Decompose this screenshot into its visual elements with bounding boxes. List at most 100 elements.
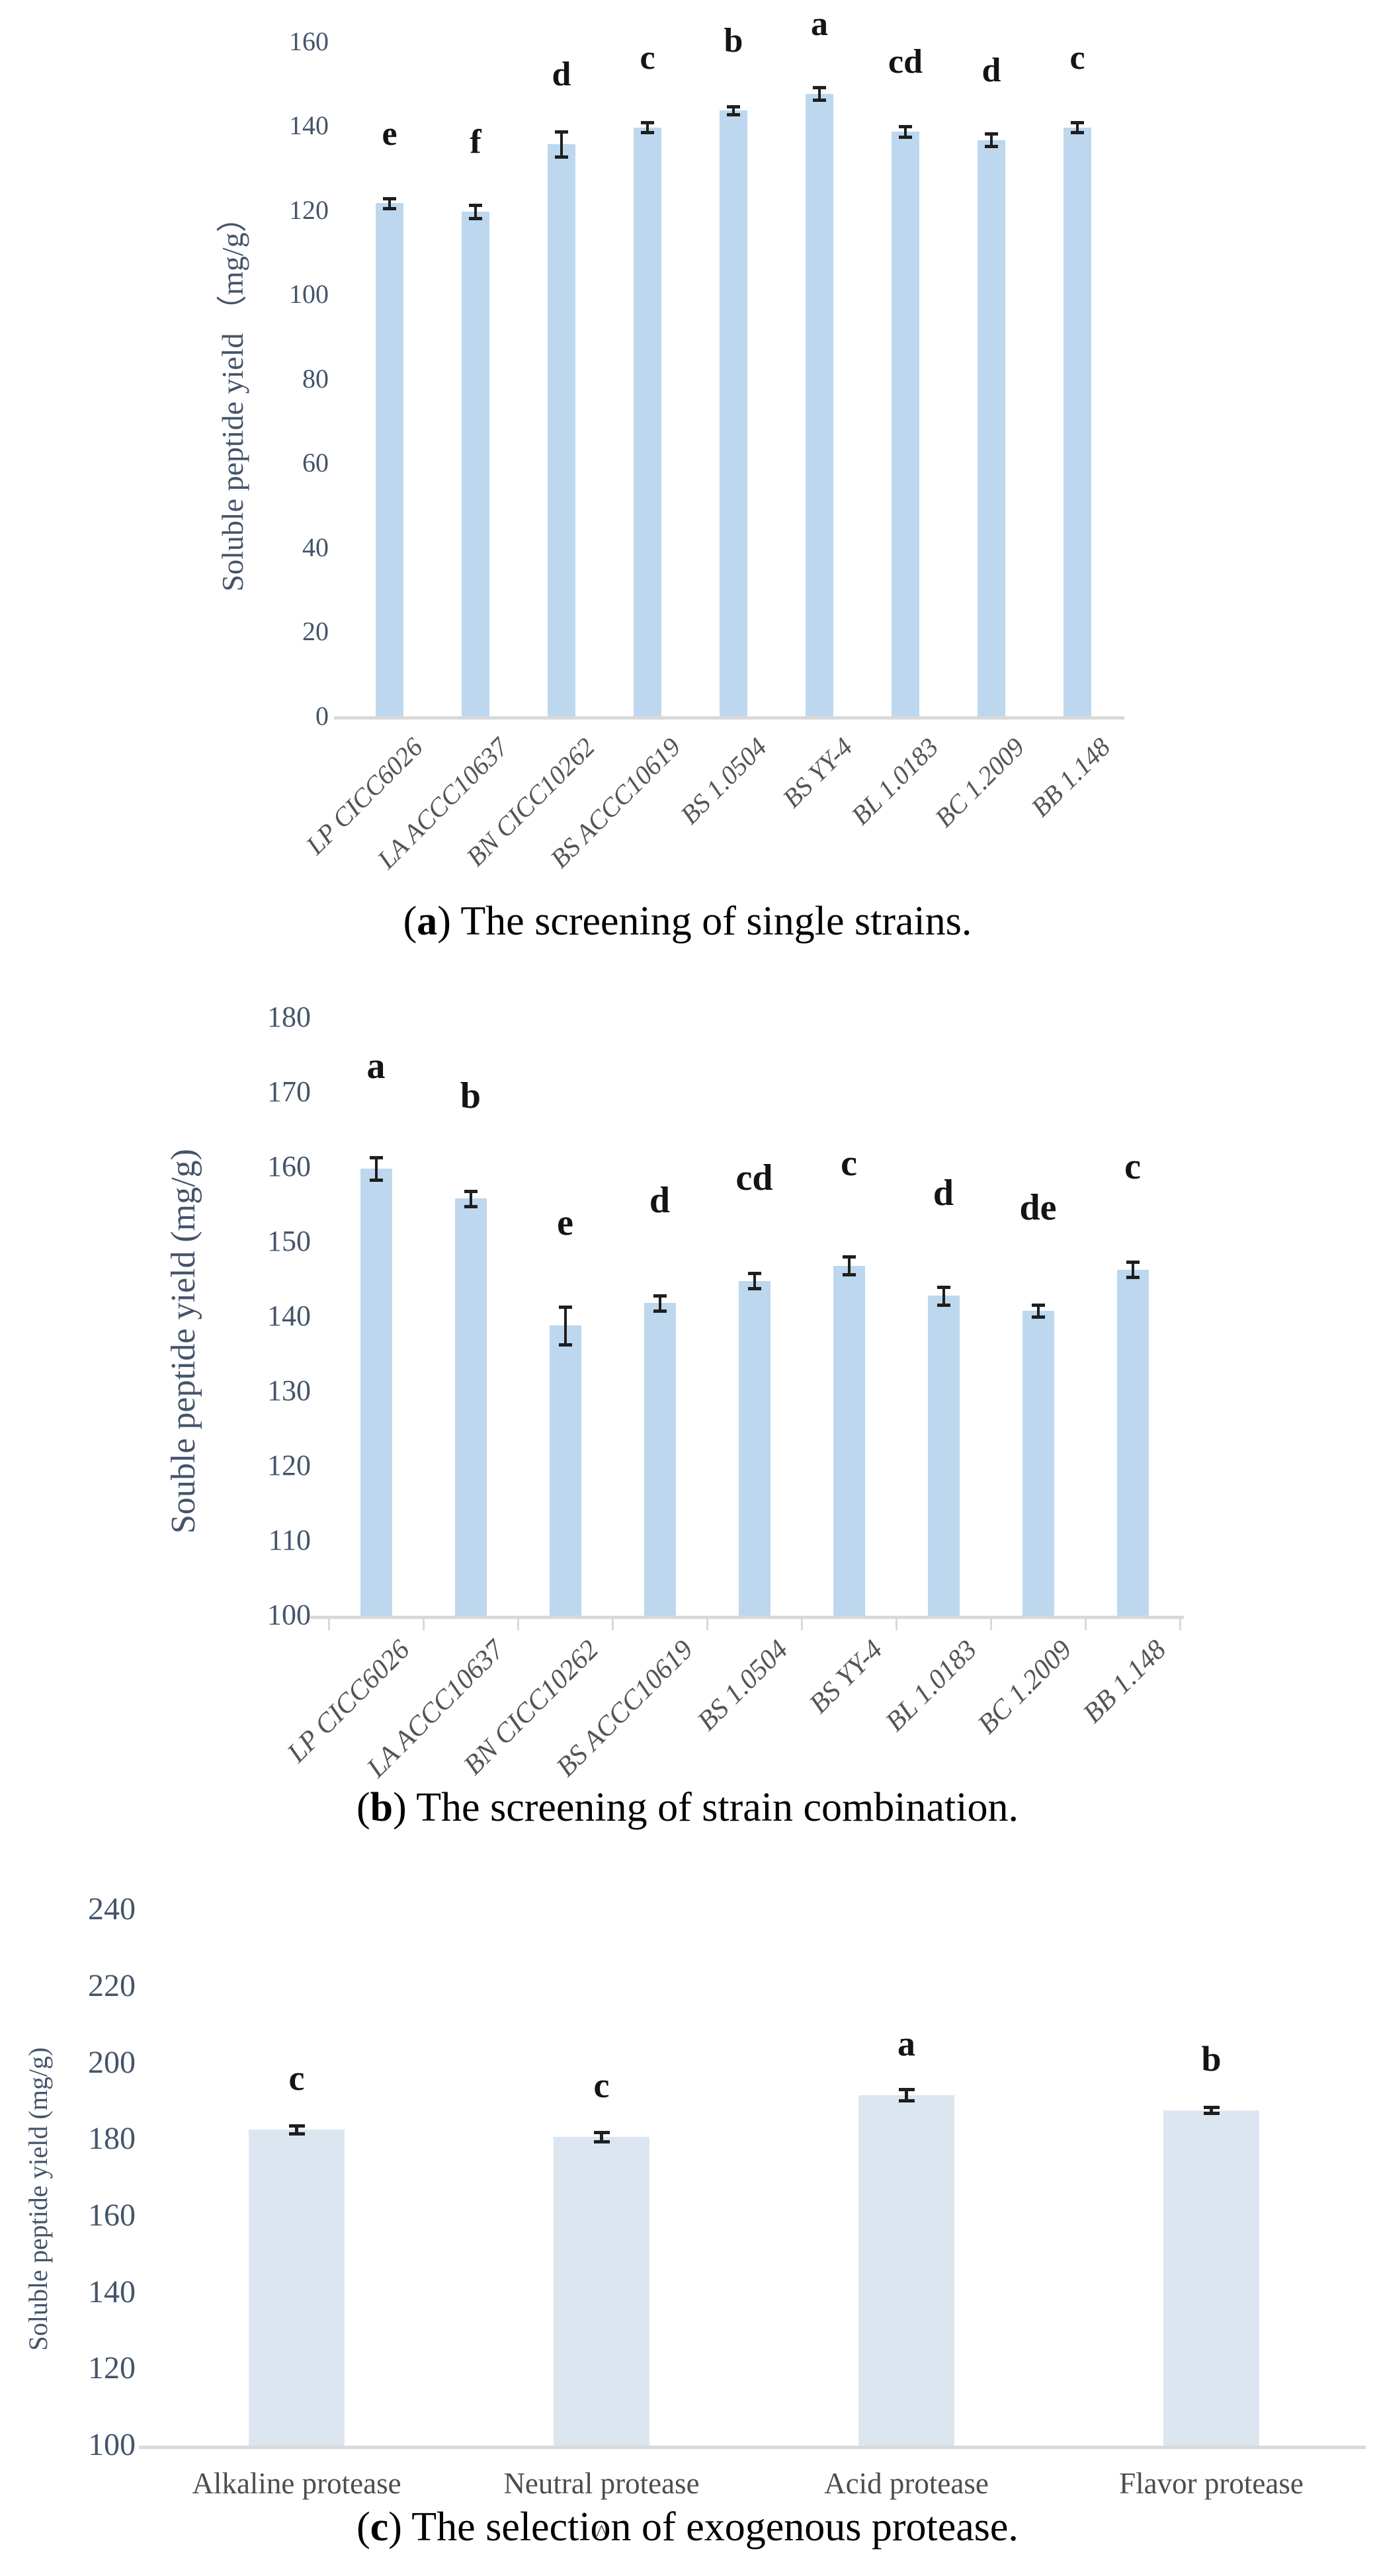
- y-axis-title: Soluble peptide yield (mg/g): [23, 2047, 53, 2351]
- error-bar-bottom-cap: [727, 113, 740, 117]
- y-tick-label: 40: [302, 532, 329, 562]
- y-tick-label: 140: [88, 2274, 136, 2309]
- y-tick-label: 240: [88, 1891, 136, 1927]
- error-bar: [905, 2089, 908, 2101]
- error-bar: [990, 134, 993, 147]
- bar: [978, 140, 1005, 718]
- x-tick-label: LP CICC6026: [300, 731, 429, 860]
- error-bar-top-cap: [369, 1156, 383, 1160]
- bar: [892, 131, 919, 718]
- caption-paren: ): [437, 899, 461, 944]
- error-bar: [388, 198, 391, 208]
- error-bar: [295, 2126, 298, 2134]
- x-tick-label: LA ACCC10637: [360, 1634, 511, 1784]
- significance-letter: d: [552, 56, 571, 94]
- y-axis-title: Soluble peptide yield （mg/g）: [216, 202, 249, 592]
- significance-letter: c: [288, 2057, 305, 2098]
- error-bar-bottom-cap: [383, 206, 396, 210]
- x-tick-label: BC 1.2009: [929, 731, 1030, 833]
- bar: [454, 1198, 487, 1617]
- significance-letter: a: [811, 5, 828, 43]
- error-bar-bottom-cap: [288, 2132, 305, 2136]
- y-tick-label: 20: [302, 616, 329, 647]
- bar: [720, 110, 747, 718]
- caption-paren: (: [403, 899, 417, 944]
- x-tick-label: Flavor protease: [1119, 2467, 1304, 2500]
- y-tick-label: 110: [268, 1524, 311, 1557]
- bar: [548, 144, 575, 718]
- error-bar: [818, 87, 821, 101]
- error-bar: [646, 122, 649, 133]
- x-axis-line: [334, 716, 1124, 720]
- significance-letter: e: [557, 1202, 573, 1243]
- y-tick-label: 60: [302, 448, 329, 478]
- error-bar: [600, 2132, 603, 2142]
- significance-letter: c: [640, 38, 655, 77]
- y-tick-label: 180: [267, 1001, 311, 1034]
- error-bar: [732, 106, 735, 115]
- error-bar-top-cap: [288, 2124, 305, 2128]
- error-bar: [1210, 2107, 1213, 2114]
- x-tick-label: BB 1.148: [1025, 731, 1116, 823]
- error-bar: [1131, 1262, 1134, 1277]
- y-tick-label: 120: [289, 194, 329, 225]
- y-tick-label: 160: [88, 2197, 136, 2233]
- caption-paren: ): [388, 2505, 412, 2550]
- error-bar-bottom-cap: [369, 1178, 383, 1182]
- error-bar-top-cap: [1031, 1303, 1045, 1307]
- error-bar-top-cap: [653, 1294, 667, 1298]
- y-tick-label: 80: [302, 363, 329, 394]
- axis-tick: [800, 1617, 803, 1630]
- error-bar-top-cap: [593, 2131, 610, 2135]
- caption-text: The screening of single strains.: [460, 899, 972, 944]
- x-tick-label: BB 1.148: [1077, 1634, 1173, 1729]
- caption-letter: a: [417, 899, 438, 944]
- x-tick-label: BS YY-4: [776, 731, 858, 813]
- bar: [1163, 2110, 1259, 2447]
- y-tick-label: 0: [315, 700, 329, 731]
- x-tick-label: LA ACCC10637: [371, 731, 515, 875]
- error-bar-bottom-cap: [1031, 1315, 1045, 1319]
- error-bar-bottom-cap: [898, 2099, 915, 2103]
- y-tick-label: 140: [267, 1300, 311, 1333]
- error-bar-bottom-cap: [1203, 2112, 1220, 2116]
- error-bar-top-cap: [558, 1306, 572, 1309]
- significance-letter: cd: [888, 43, 923, 81]
- error-bar: [469, 1190, 472, 1206]
- error-bar-bottom-cap: [1071, 131, 1084, 135]
- error-bar: [942, 1286, 945, 1305]
- bar: [1022, 1310, 1054, 1617]
- axis-tick: [895, 1617, 897, 1630]
- error-bar-top-cap: [985, 132, 998, 136]
- bar: [360, 1169, 392, 1617]
- significance-letter: b: [724, 22, 743, 60]
- axis-tick: [1179, 1617, 1181, 1630]
- error-bar-bottom-cap: [747, 1286, 761, 1290]
- axis-artifact: ^: [595, 2520, 608, 2548]
- y-tick-label: 120: [88, 2350, 136, 2386]
- caption-text: The screening of strain combination.: [416, 1785, 1019, 1830]
- significance-letter: c: [1124, 1146, 1141, 1188]
- y-tick-label: 160: [267, 1150, 311, 1183]
- error-bar: [474, 205, 477, 218]
- significance-letter: c: [841, 1142, 857, 1184]
- y-tick-label: 100: [88, 2427, 136, 2463]
- figure-caption-b: (b) The screening of strain combination.: [0, 1784, 1375, 1831]
- x-tick-label: BS ACCC10619: [551, 1634, 700, 1783]
- error-bar-bottom-cap: [937, 1303, 950, 1307]
- bar: [1116, 1269, 1149, 1617]
- caption-paren: (: [356, 2505, 370, 2550]
- error-bar-bottom-cap: [813, 99, 826, 103]
- error-bar-bottom-cap: [555, 155, 568, 159]
- y-tick-label: 100: [267, 1599, 311, 1632]
- error-bar-bottom-cap: [842, 1273, 856, 1277]
- caption-text: The selection of exogenous protease.: [411, 2505, 1019, 2550]
- y-tick-label: 180: [88, 2121, 136, 2157]
- significance-letter: b: [460, 1075, 481, 1116]
- y-tick-label: 120: [267, 1449, 311, 1482]
